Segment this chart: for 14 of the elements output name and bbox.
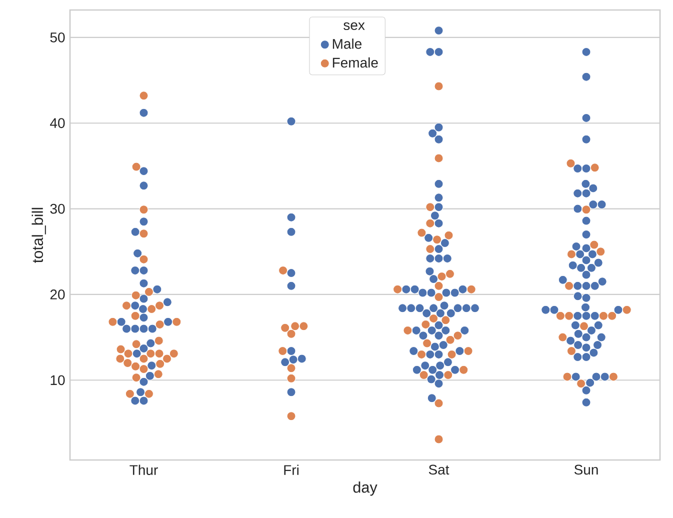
y-tick-label: 50 [50, 32, 65, 42]
legend-label: Male [332, 38, 362, 49]
x-tick-label: Sat [428, 464, 450, 475]
x-tick-label: Fri [284, 464, 298, 475]
y-tick-label: 20 [50, 290, 65, 300]
y-tick-label: 40 [50, 118, 65, 128]
legend-label: Female [332, 57, 378, 68]
y-axis-title: total_bill [32, 208, 46, 263]
legend-title: sex [344, 22, 365, 30]
x-tick-label: Thur [130, 464, 158, 475]
x-tick-label: Sun [574, 464, 598, 475]
y-tick-label: 10 [50, 375, 65, 386]
x-axis-title: day [353, 481, 378, 496]
y-tick-label: 30 [50, 204, 65, 214]
